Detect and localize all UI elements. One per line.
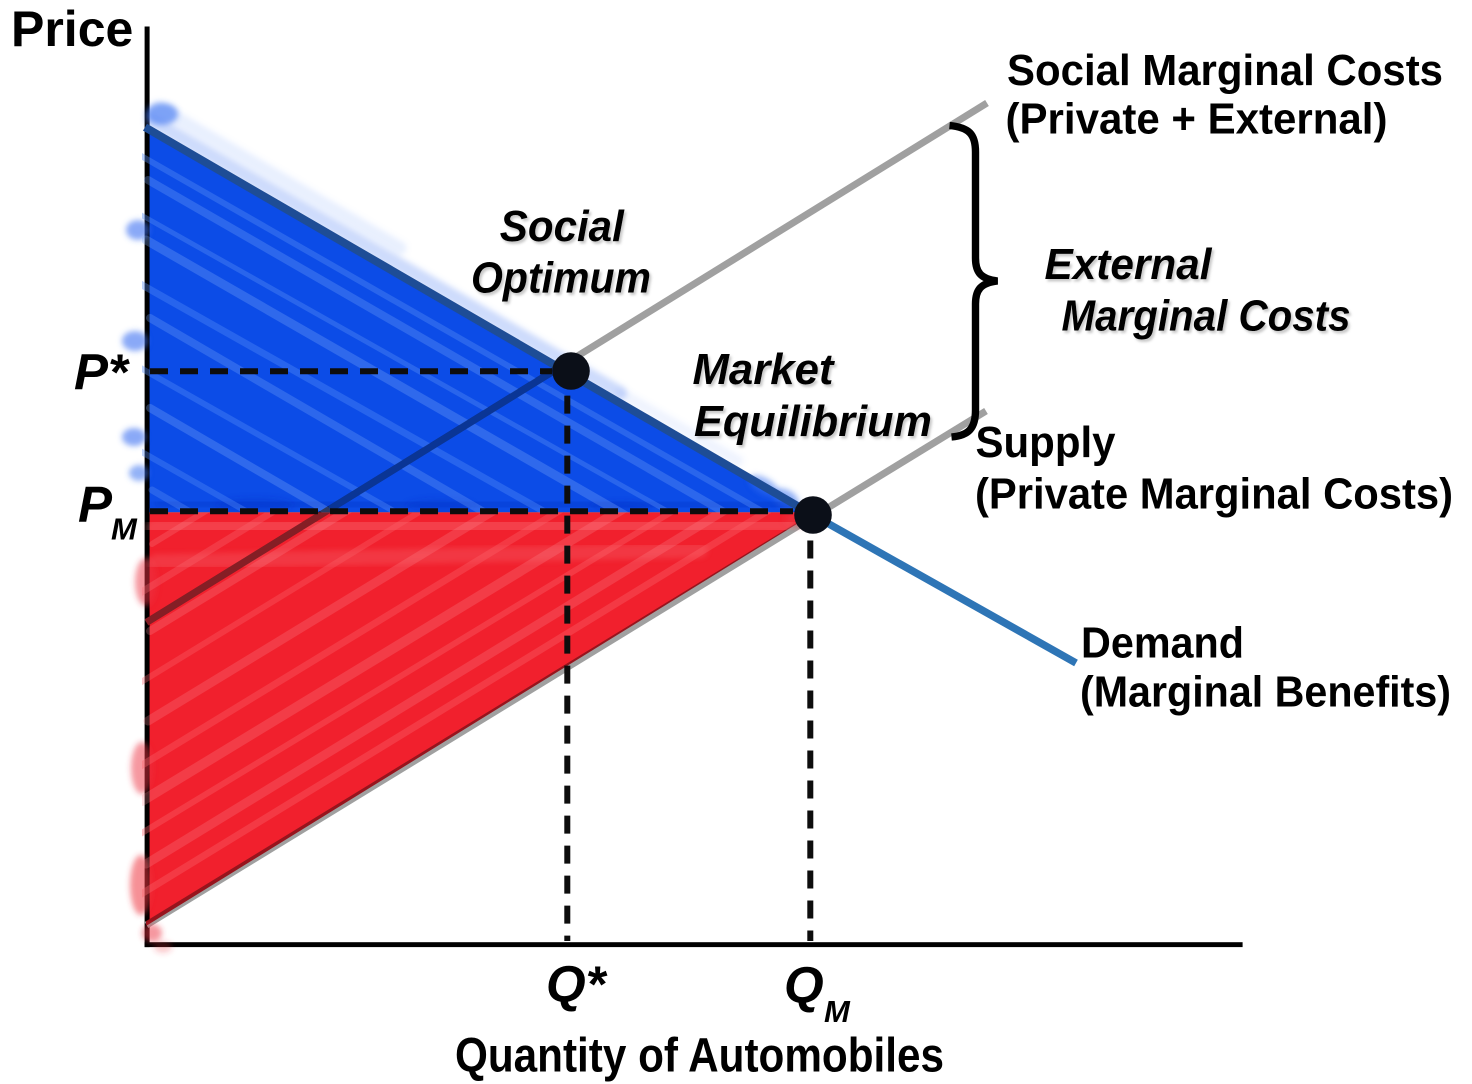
svg-text:Social Marginal Costs: Social Marginal Costs	[1007, 46, 1443, 95]
svg-text:Supply: Supply	[976, 418, 1116, 467]
svg-text:Q: Q	[784, 957, 824, 1014]
svg-text:Market: Market	[693, 345, 836, 394]
svg-text:(Marginal Benefits): (Marginal Benefits)	[1080, 668, 1451, 717]
svg-text:P: P	[78, 476, 113, 533]
svg-text:Marginal Costs: Marginal Costs	[1062, 291, 1351, 340]
svg-text:Q*: Q*	[546, 956, 608, 1013]
svg-text:(Private Marginal Costs): (Private Marginal Costs)	[975, 469, 1453, 518]
svg-text:External: External	[1045, 240, 1213, 289]
svg-text:Equilibrium: Equilibrium	[694, 397, 932, 446]
svg-text:M: M	[824, 994, 851, 1029]
svg-text:Social: Social	[500, 202, 625, 251]
svg-text:Demand: Demand	[1081, 619, 1244, 668]
svg-text:(Private + External): (Private + External)	[1006, 95, 1388, 144]
svg-text:P*: P*	[74, 343, 130, 400]
svg-text:Price: Price	[11, 1, 133, 57]
svg-text:M: M	[111, 512, 138, 547]
svg-text:Quantity of Automobiles: Quantity of Automobiles	[455, 1029, 944, 1082]
svg-text:Optimum: Optimum	[471, 254, 651, 303]
